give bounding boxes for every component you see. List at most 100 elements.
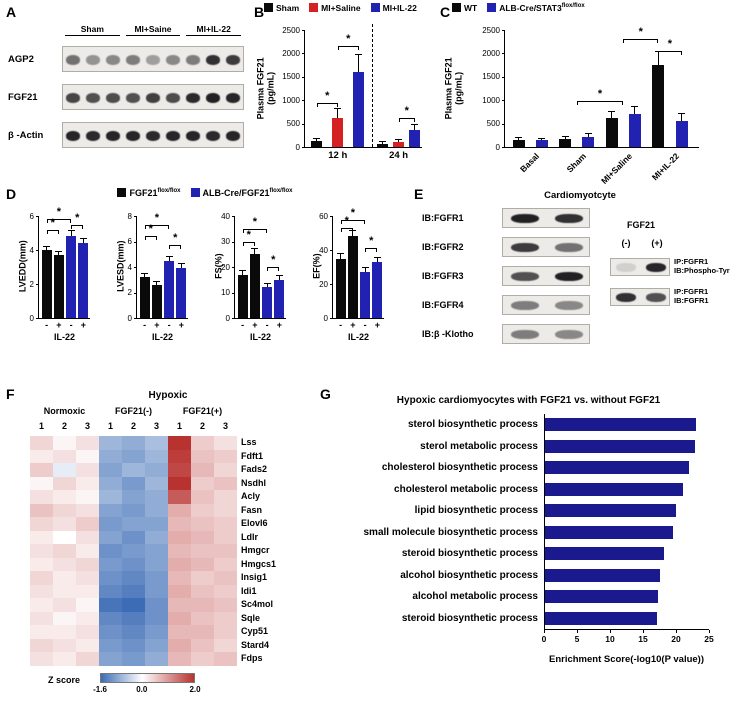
heatmap-cell bbox=[76, 449, 99, 463]
bar bbox=[582, 137, 595, 147]
panel-label-b: B bbox=[254, 4, 265, 20]
y-axis-label: EF(%) bbox=[311, 253, 322, 279]
heatmap-cell bbox=[30, 584, 53, 598]
heatmap-cell bbox=[30, 530, 53, 544]
blot-label-line: IB:FGFR1 bbox=[674, 296, 709, 305]
protein-band bbox=[146, 131, 160, 141]
heatmap-cell bbox=[99, 625, 122, 639]
heatmap-group-label: Normoxic bbox=[43, 406, 86, 416]
heatmap-cell bbox=[53, 436, 76, 450]
heatmap-cell bbox=[214, 517, 237, 531]
y-axis-label-line1: Plasma FGF21 bbox=[443, 57, 454, 120]
bar bbox=[151, 284, 162, 318]
enrichment-bar bbox=[545, 504, 677, 517]
heatmap-cell bbox=[191, 652, 214, 666]
error-bar bbox=[364, 267, 366, 273]
bar bbox=[675, 120, 688, 147]
heatmap-cell bbox=[214, 490, 237, 504]
sig-asterisk: * bbox=[154, 211, 160, 224]
x-tick-mark bbox=[610, 630, 611, 633]
heatmap-cell bbox=[145, 436, 168, 450]
hbar-chart: sterol biosynthetic process sterol metabo… bbox=[324, 414, 725, 665]
panel-d-echocardiography: D FGF21 flox/flox ALB-Cre/FGF21 flox/flox 0… bbox=[0, 184, 410, 382]
error-bar bbox=[381, 142, 383, 144]
panel-label-f: F bbox=[6, 386, 15, 402]
heatmap-cell bbox=[191, 611, 214, 625]
bar bbox=[176, 268, 187, 318]
bar-chart-plot: 0 10 20 30 40- + - + * * * IL-22 bbox=[221, 212, 286, 342]
sig-bracket bbox=[623, 39, 659, 44]
y-axis-label: FS(%) bbox=[213, 253, 224, 279]
y-tick-mark bbox=[232, 292, 235, 294]
heatmap-cell bbox=[30, 625, 53, 639]
heatmap-grid bbox=[30, 436, 237, 666]
heatmap-cell bbox=[53, 463, 76, 477]
blot-row-label: IB:FGFR2 bbox=[422, 242, 464, 252]
error-bar bbox=[681, 114, 683, 121]
bar bbox=[332, 117, 344, 147]
sig-asterisk: * bbox=[638, 26, 643, 39]
protein-band bbox=[146, 55, 160, 65]
legend-label-sup: flox/flox bbox=[269, 188, 293, 194]
error-bar bbox=[168, 256, 170, 261]
y-tick-label: 40 bbox=[221, 211, 230, 221]
gene-label: Fdft1 bbox=[241, 450, 263, 461]
y-tick-label: 40 bbox=[319, 245, 328, 255]
legend-label: ALB-Cre/FGF21 bbox=[202, 188, 270, 198]
heatmap-group-label: FGF21(-) bbox=[115, 406, 152, 416]
heatmap-cell bbox=[145, 584, 168, 598]
legend-label: FGF21 bbox=[129, 188, 158, 198]
go-term-label: cholesterol biosynthetic process bbox=[381, 462, 538, 473]
error-bar-cap bbox=[355, 54, 363, 56]
heatmap-condition-label: Hypoxic bbox=[148, 390, 188, 401]
bar-track bbox=[544, 500, 709, 522]
heatmap-cell bbox=[145, 571, 168, 585]
heatmap-cell bbox=[99, 598, 122, 612]
sig-asterisk: * bbox=[148, 223, 153, 236]
sig-bracket bbox=[71, 225, 84, 230]
heatmap-cell bbox=[99, 571, 122, 585]
sig-bracket bbox=[242, 241, 255, 246]
protein-band bbox=[226, 55, 240, 65]
sig-bracket bbox=[576, 101, 624, 106]
blot-row: IB:FGFR2 bbox=[410, 237, 610, 257]
x-tick-label: 20 bbox=[671, 634, 681, 644]
group-divider bbox=[371, 24, 373, 147]
error-bar bbox=[564, 136, 566, 140]
error-bar-cap bbox=[361, 266, 369, 268]
go-term-row: steroid biosynthetic process bbox=[324, 607, 725, 629]
heatmap-cell bbox=[191, 544, 214, 558]
sig-asterisk: * bbox=[346, 33, 351, 46]
bar-chart-plot: 0 500 1000 1500 2000 2500 * * * 12 h 24 h bbox=[282, 24, 422, 161]
go-term-row: small molecule biosynthetic process bbox=[324, 521, 725, 543]
bar bbox=[605, 117, 618, 147]
gene-label: Sc4mol bbox=[241, 599, 274, 609]
legend-label-sup: flox/flox bbox=[157, 188, 181, 194]
y-tick-label: 0 bbox=[225, 313, 230, 323]
enrichment-bar bbox=[545, 482, 683, 496]
gene-label: Acly bbox=[241, 491, 261, 501]
bar bbox=[164, 260, 175, 318]
x-tick-label: + bbox=[374, 320, 380, 330]
protein-band bbox=[555, 330, 583, 339]
heatmap-cell bbox=[145, 638, 168, 652]
heatmap-cell bbox=[191, 463, 214, 477]
enrichment-bar bbox=[545, 611, 657, 625]
heatmap-column-number: 1 bbox=[107, 421, 113, 431]
heatmap-cell bbox=[30, 490, 53, 504]
bar bbox=[360, 272, 371, 318]
panel-label-e: E bbox=[414, 186, 424, 202]
heatmap-column-number: 2 bbox=[130, 421, 136, 431]
x-tick-label: - bbox=[265, 320, 269, 330]
x-tick-label: - bbox=[167, 320, 171, 330]
heatmap-cell bbox=[99, 503, 122, 517]
heatmap-column-number: 3 bbox=[222, 421, 228, 431]
protein-band bbox=[126, 131, 140, 141]
heatmap-cell bbox=[53, 611, 76, 625]
blot-membrane bbox=[502, 295, 590, 315]
sig-asterisk: * bbox=[369, 235, 374, 248]
protein-band bbox=[186, 55, 200, 65]
go-term-label: cholesterol metabolic process bbox=[394, 483, 538, 495]
x-axis-label: IL-22 bbox=[249, 332, 271, 342]
heatmap-cell bbox=[76, 436, 99, 450]
